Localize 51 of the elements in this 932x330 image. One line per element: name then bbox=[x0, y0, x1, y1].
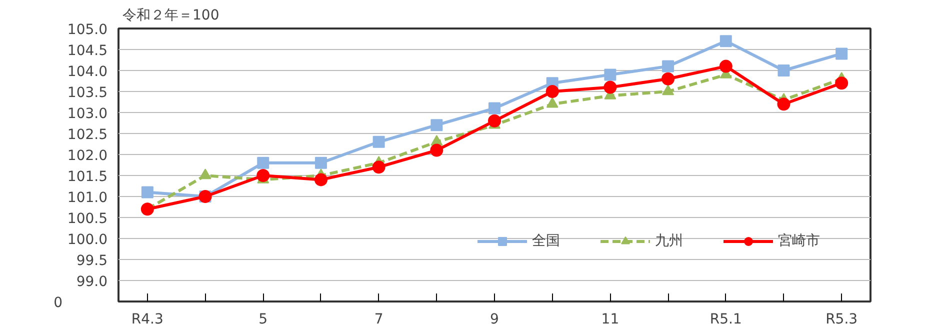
legend-label: 宮崎市 bbox=[778, 232, 820, 250]
point bbox=[314, 156, 327, 169]
point bbox=[372, 160, 386, 174]
x-tick-label: R5.1 bbox=[710, 312, 742, 328]
point bbox=[778, 64, 790, 76]
x-tick-label: 5 bbox=[258, 312, 268, 328]
x-tick-label: 9 bbox=[490, 312, 499, 328]
point bbox=[430, 119, 443, 132]
text: 0 bbox=[54, 295, 63, 311]
y-tick-label: 100.5 bbox=[67, 211, 108, 227]
point bbox=[141, 186, 154, 198]
point bbox=[662, 60, 674, 72]
point bbox=[662, 84, 674, 96]
point bbox=[662, 72, 675, 86]
point bbox=[140, 202, 154, 216]
y-tick-label: 102.5 bbox=[67, 127, 108, 143]
y-tick-label: 104.5 bbox=[67, 43, 108, 59]
point bbox=[604, 68, 616, 81]
point bbox=[835, 76, 848, 90]
x-tick-label: 7 bbox=[374, 312, 384, 328]
point bbox=[488, 114, 501, 128]
y-tick-label: 101.5 bbox=[67, 169, 108, 185]
y-tick-label: 99.0 bbox=[76, 274, 108, 290]
point bbox=[256, 169, 270, 182]
point bbox=[199, 168, 212, 180]
y-tick-label: 103.5 bbox=[67, 85, 108, 101]
y-tick-label: 105.0 bbox=[67, 22, 108, 38]
point bbox=[719, 60, 732, 73]
point bbox=[488, 102, 500, 114]
y-axis-title: 令和２年＝100 bbox=[122, 8, 220, 24]
point bbox=[372, 136, 385, 148]
point bbox=[314, 173, 328, 186]
legend-label: 全国 bbox=[532, 232, 560, 250]
point bbox=[720, 35, 732, 48]
y-tick-label: 99.5 bbox=[76, 253, 108, 269]
x-tick-label: R5.3 bbox=[826, 312, 858, 328]
point bbox=[604, 80, 617, 94]
y-tick-label: 103.0 bbox=[67, 106, 108, 122]
point bbox=[836, 48, 848, 60]
point bbox=[257, 156, 270, 169]
y-tick-label: 100.0 bbox=[67, 232, 108, 248]
point bbox=[546, 85, 559, 98]
x-tick-label: 11 bbox=[601, 312, 620, 328]
y-tick-label: 104.0 bbox=[67, 64, 108, 80]
point bbox=[546, 97, 558, 108]
point bbox=[777, 98, 790, 111]
y-tick-label: 101.0 bbox=[67, 190, 108, 206]
legend-label: 九州 bbox=[655, 232, 683, 250]
y-tick-label: 102.0 bbox=[67, 148, 108, 164]
x-tick-label: R4.3 bbox=[131, 312, 164, 328]
point bbox=[430, 144, 444, 157]
